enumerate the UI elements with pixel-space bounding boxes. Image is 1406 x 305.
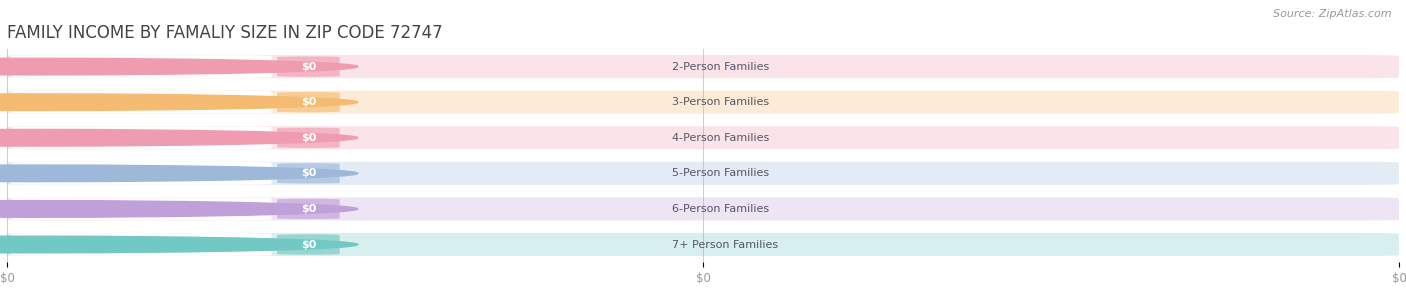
- Circle shape: [0, 165, 357, 182]
- Text: 7+ Person Families: 7+ Person Families: [672, 239, 779, 249]
- Text: 5-Person Families: 5-Person Families: [672, 168, 769, 178]
- FancyBboxPatch shape: [277, 163, 340, 184]
- FancyBboxPatch shape: [7, 55, 1399, 78]
- FancyBboxPatch shape: [7, 126, 1399, 149]
- FancyBboxPatch shape: [277, 127, 340, 148]
- FancyBboxPatch shape: [11, 233, 271, 256]
- FancyBboxPatch shape: [7, 233, 1399, 256]
- FancyBboxPatch shape: [277, 92, 340, 112]
- FancyBboxPatch shape: [7, 197, 1399, 221]
- FancyBboxPatch shape: [11, 198, 271, 220]
- Circle shape: [0, 129, 357, 146]
- Circle shape: [0, 236, 357, 253]
- Text: $0: $0: [301, 133, 316, 143]
- Text: 3-Person Families: 3-Person Families: [672, 97, 769, 107]
- Circle shape: [0, 201, 357, 217]
- FancyBboxPatch shape: [11, 126, 271, 149]
- FancyBboxPatch shape: [277, 234, 340, 255]
- Text: $0: $0: [301, 239, 316, 249]
- Text: Source: ZipAtlas.com: Source: ZipAtlas.com: [1274, 9, 1392, 19]
- Text: $0: $0: [301, 97, 316, 107]
- FancyBboxPatch shape: [11, 55, 271, 78]
- FancyBboxPatch shape: [7, 162, 1399, 185]
- FancyBboxPatch shape: [11, 162, 271, 185]
- Text: $0: $0: [301, 204, 316, 214]
- Text: 6-Person Families: 6-Person Families: [672, 204, 769, 214]
- Text: $0: $0: [301, 62, 316, 72]
- FancyBboxPatch shape: [7, 91, 1399, 114]
- Circle shape: [0, 94, 357, 110]
- Text: $0: $0: [301, 168, 316, 178]
- Text: 2-Person Families: 2-Person Families: [672, 62, 769, 72]
- Text: FAMILY INCOME BY FAMALIY SIZE IN ZIP CODE 72747: FAMILY INCOME BY FAMALIY SIZE IN ZIP COD…: [7, 24, 443, 42]
- Text: 4-Person Families: 4-Person Families: [672, 133, 769, 143]
- FancyBboxPatch shape: [11, 91, 271, 113]
- FancyBboxPatch shape: [277, 199, 340, 219]
- Circle shape: [0, 58, 357, 75]
- FancyBboxPatch shape: [277, 56, 340, 77]
